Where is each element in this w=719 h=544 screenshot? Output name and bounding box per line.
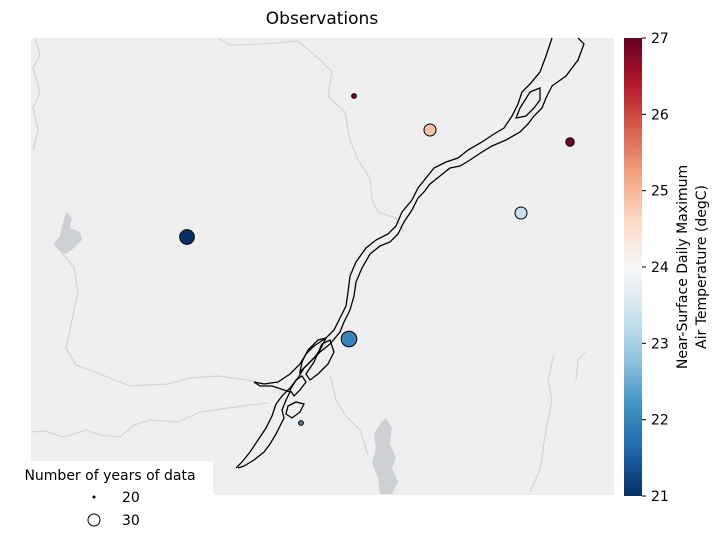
legend-label-30: 30 xyxy=(122,513,140,529)
legend-label-20: 20 xyxy=(122,490,140,506)
colorbar-label-line1: Near-Surface Daily Maximum xyxy=(675,165,691,369)
station-marker xyxy=(298,420,304,426)
colorbar-tick-label: 27 xyxy=(651,31,669,47)
size-legend: Number of years of data 20 30 xyxy=(10,461,213,541)
colorbar-tick-label: 24 xyxy=(651,260,669,276)
stations-layer xyxy=(179,93,575,426)
chart-title: Observations xyxy=(266,9,379,29)
border-lines xyxy=(30,37,586,493)
station-marker xyxy=(351,93,357,99)
colorbar-ticks: 21 22 23 24 25 26 27 xyxy=(642,31,669,505)
legend-title: Number of years of data xyxy=(24,468,195,484)
colorbar-tick-label: 26 xyxy=(651,107,669,123)
station-marker xyxy=(565,137,575,147)
colorbar-tick-label: 21 xyxy=(651,489,669,505)
legend-marker-20 xyxy=(92,495,96,499)
station-marker xyxy=(514,206,528,220)
station-marker xyxy=(423,123,437,137)
colorbar-gradient xyxy=(624,38,642,496)
colorbar: 21 22 23 24 25 26 27 Near-Surface Daily Maximu… xyxy=(624,31,710,505)
station-marker xyxy=(179,229,195,245)
colorbar-tick-label: 22 xyxy=(651,413,669,429)
colorbar-tick-label: 23 xyxy=(651,336,669,352)
colorbar-label-line2: Air Temperature (degC) xyxy=(694,185,710,349)
station-marker xyxy=(340,330,358,348)
legend-box xyxy=(10,461,213,541)
lakes xyxy=(54,212,398,494)
colorbar-tick-label: 25 xyxy=(651,184,669,200)
legend-marker-30 xyxy=(87,513,101,527)
river-outline xyxy=(235,37,585,469)
map-panel xyxy=(30,37,614,495)
map-background xyxy=(31,38,614,495)
